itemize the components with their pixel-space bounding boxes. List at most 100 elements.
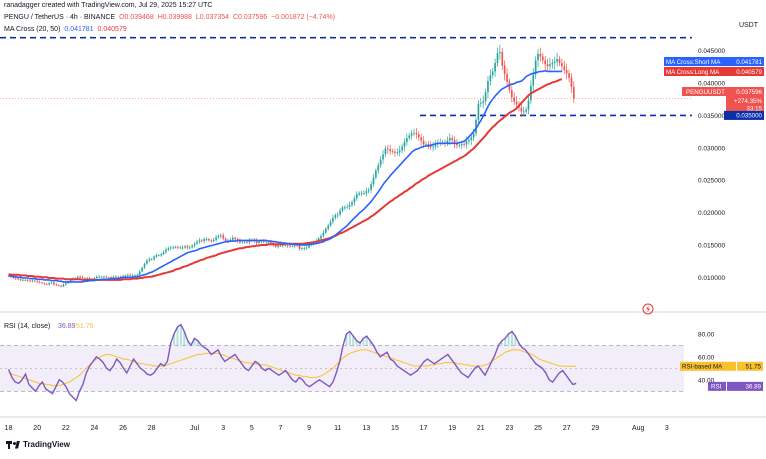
candle xyxy=(408,135,411,139)
candle xyxy=(279,245,282,247)
candle xyxy=(105,276,108,278)
candle xyxy=(284,244,287,246)
candle xyxy=(224,238,227,242)
lightning-icon xyxy=(642,303,654,315)
price-label-ticker-bg xyxy=(682,87,764,96)
candle xyxy=(491,71,494,76)
candle xyxy=(561,62,563,67)
ma-legend[interactable]: MA Cross (20, 50) 0.041781 0.040579 xyxy=(4,26,129,33)
candle xyxy=(41,282,43,284)
candle xyxy=(243,241,246,243)
candle xyxy=(134,275,136,277)
candle xyxy=(241,241,244,243)
candle xyxy=(239,240,241,243)
candle xyxy=(203,239,205,242)
candle xyxy=(458,145,461,147)
candle xyxy=(344,207,346,209)
time-axis-tick: 3 xyxy=(221,425,225,432)
candle xyxy=(208,239,210,241)
candle xyxy=(522,111,525,113)
time-axis-tick: 7 xyxy=(279,425,283,432)
candle xyxy=(205,239,208,240)
rsi-label-value-bg xyxy=(727,381,763,391)
candle xyxy=(329,221,332,226)
candle xyxy=(184,246,186,248)
candle xyxy=(544,60,547,65)
candle xyxy=(234,237,236,240)
candle xyxy=(267,241,270,243)
candle xyxy=(479,103,482,104)
price-axis-tick: 0.010000 xyxy=(698,275,725,282)
candle xyxy=(229,239,232,241)
candle xyxy=(19,279,22,281)
candle xyxy=(339,210,341,215)
candle xyxy=(246,241,248,243)
candle xyxy=(45,283,48,285)
candle xyxy=(189,247,191,249)
candle xyxy=(153,256,155,260)
candle xyxy=(217,235,220,238)
price-axis-tick: 0.045000 xyxy=(698,48,725,55)
time-axis-tick: Aug xyxy=(632,425,645,432)
candle xyxy=(167,248,170,250)
price-axis-tick: 0.035000 xyxy=(698,113,725,120)
candle xyxy=(198,240,201,242)
candle xyxy=(553,61,556,63)
candle xyxy=(508,81,511,91)
candle xyxy=(303,248,306,249)
candle xyxy=(320,235,322,239)
candle xyxy=(64,283,67,285)
tradingview-logo[interactable]: TradingView xyxy=(6,440,70,449)
candle xyxy=(22,279,24,281)
candle xyxy=(136,274,139,276)
candle xyxy=(501,51,504,66)
price-axis-tick: 0.040000 xyxy=(698,81,725,88)
candle xyxy=(360,193,363,194)
candle xyxy=(117,276,120,278)
candle xyxy=(494,62,496,72)
rsi-label: RSI 36.89 xyxy=(708,381,763,391)
time-axis-tick: 5 xyxy=(250,425,254,432)
time-axis-tick: 20 xyxy=(33,425,41,432)
candle xyxy=(86,277,89,279)
candle xyxy=(358,193,361,195)
candle xyxy=(38,281,41,283)
candle xyxy=(255,240,258,244)
candle xyxy=(420,137,423,141)
time-axis-tick: 13 xyxy=(362,425,370,432)
candle xyxy=(248,240,251,243)
candle xyxy=(177,246,179,248)
rsi-legend-title: RSI (14, close) xyxy=(4,323,50,330)
support-label: 0.035000 xyxy=(724,110,764,120)
created-by: ranadagger created with TradingView.com,… xyxy=(4,2,213,9)
currency-label: USDT xyxy=(738,22,758,29)
price-label-countdown: 33:15 xyxy=(747,106,763,113)
ma-long-label: MA Cross:Long MA 0.040579 xyxy=(664,67,764,76)
candle xyxy=(363,193,365,194)
candle xyxy=(386,148,389,150)
candle xyxy=(146,260,148,264)
rsi-ma-label-name: RSI-based MA xyxy=(682,363,723,370)
rsi-overbought-fill xyxy=(169,324,520,346)
candle xyxy=(220,235,222,237)
candle xyxy=(372,177,375,185)
candle xyxy=(417,134,420,138)
price-label-value: 0.037596 xyxy=(736,89,762,96)
candle xyxy=(212,239,215,242)
candle xyxy=(100,276,103,278)
candle xyxy=(124,275,127,277)
candle xyxy=(353,198,356,203)
candle xyxy=(110,277,112,279)
time-axis-tick: 19 xyxy=(448,425,456,432)
time-axis-tick: 24 xyxy=(91,425,99,432)
candle xyxy=(396,152,399,154)
candle xyxy=(196,241,198,244)
candle xyxy=(150,259,153,260)
candle xyxy=(451,138,454,141)
candle xyxy=(81,277,84,279)
time-axis-tick: 9 xyxy=(307,425,311,432)
candle xyxy=(158,255,160,257)
rsi-legend: RSI (14, close) 36.89 51.75 xyxy=(4,323,94,330)
